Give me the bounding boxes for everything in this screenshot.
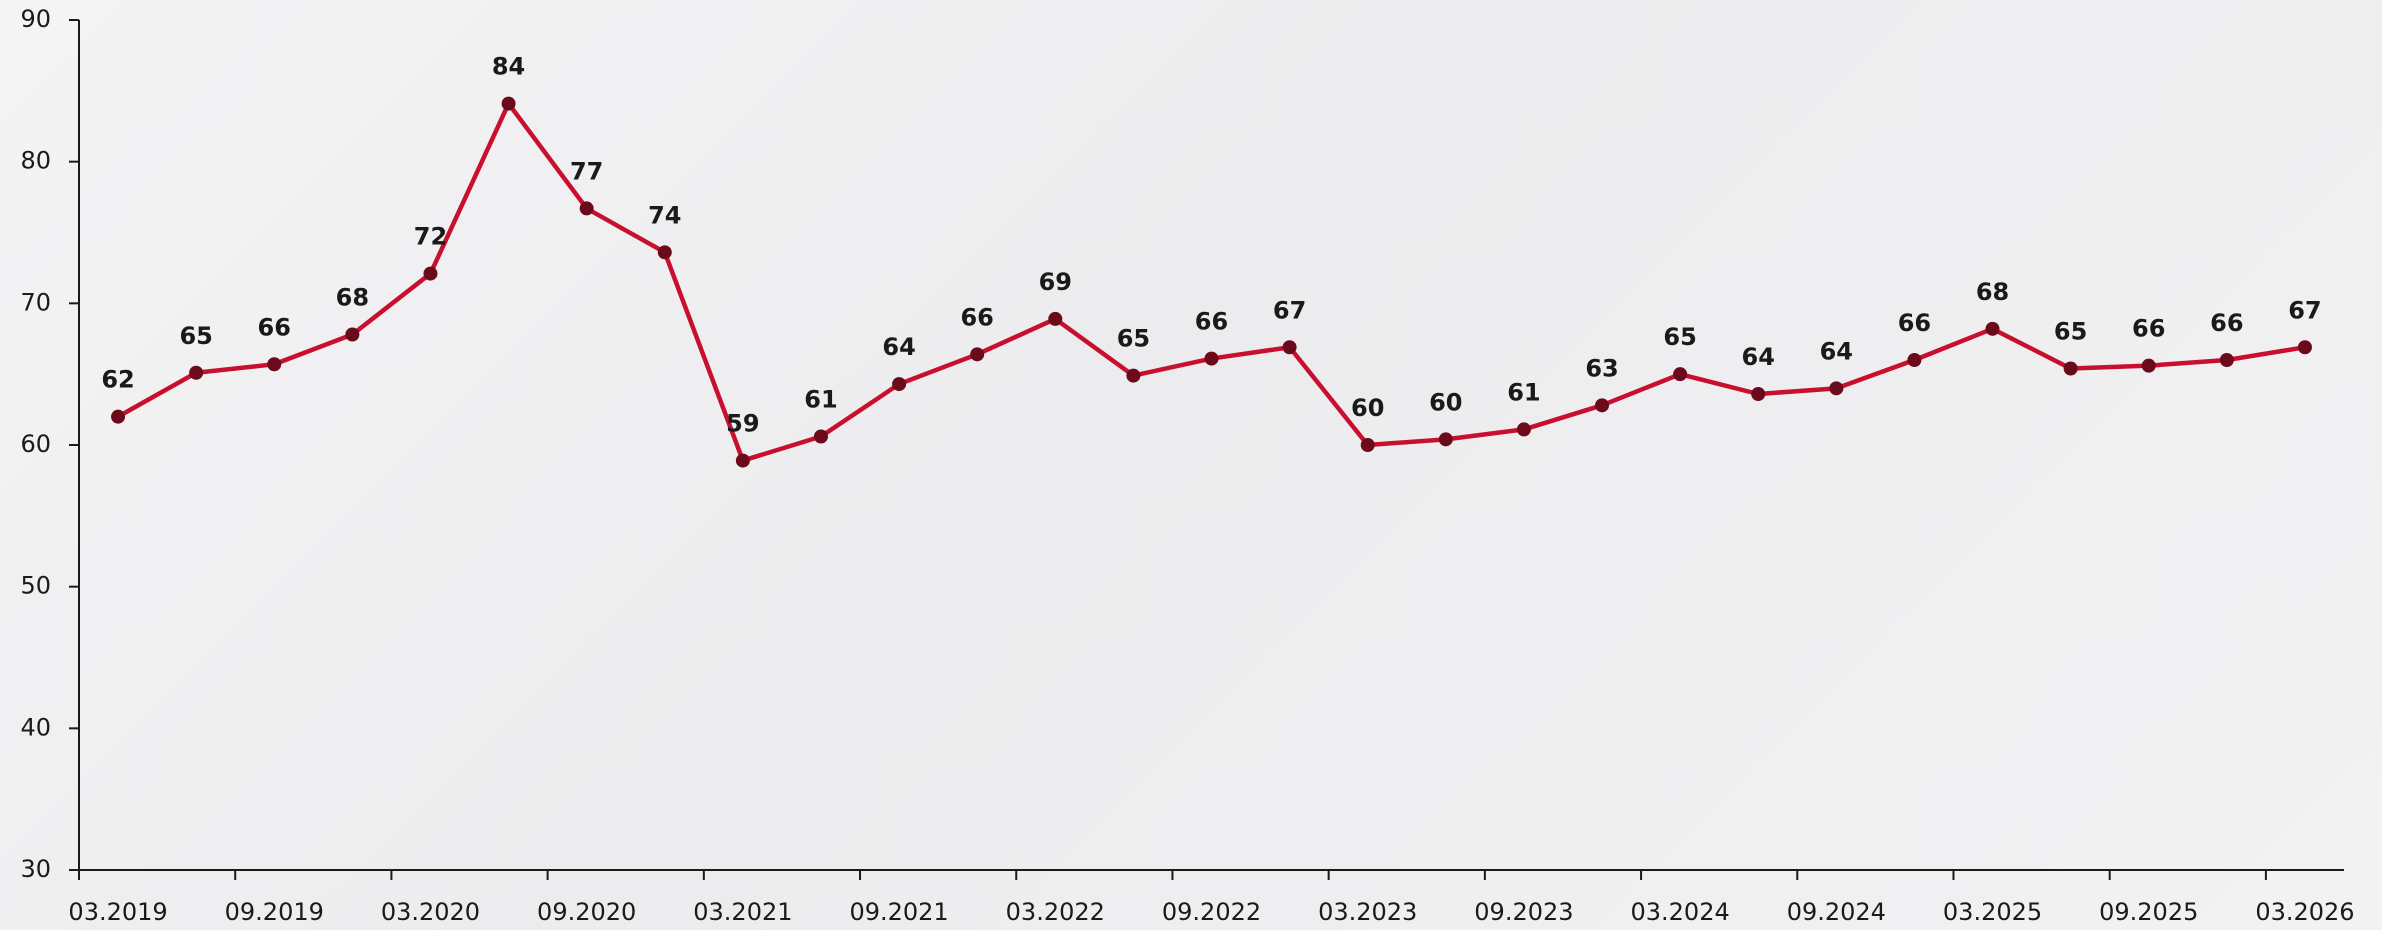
data-point	[1907, 353, 1921, 367]
data-label: 77	[570, 157, 603, 185]
data-label: 64	[1742, 343, 1775, 371]
data-label: 63	[1585, 354, 1618, 382]
x-tick-label: 03.2019	[68, 898, 167, 926]
x-tick-label: 09.2022	[1162, 898, 1261, 926]
data-point	[267, 357, 281, 371]
data-point	[1829, 381, 1843, 395]
data-label: 60	[1351, 394, 1384, 422]
data-label: 66	[1898, 309, 1931, 337]
data-point	[1126, 369, 1140, 383]
x-tick-label: 03.2022	[1006, 898, 1105, 926]
data-point	[1048, 312, 1062, 326]
data-label: 60	[1429, 388, 1462, 416]
x-tick-label: 03.2025	[1943, 898, 2042, 926]
y-tick-label: 50	[20, 572, 51, 600]
data-point	[2142, 359, 2156, 373]
data-point	[814, 430, 828, 444]
data-label: 66	[2132, 315, 2165, 343]
data-point	[892, 377, 906, 391]
data-point	[111, 410, 125, 424]
data-label: 67	[1273, 296, 1306, 324]
x-tick-label: 03.2024	[1630, 898, 1729, 926]
x-tick-label: 09.2019	[225, 898, 324, 926]
y-tick-label: 80	[20, 147, 51, 175]
data-point	[580, 201, 594, 215]
data-point	[1751, 387, 1765, 401]
x-tick-label: 09.2025	[2099, 898, 2198, 926]
data-point	[2064, 362, 2078, 376]
data-point	[189, 366, 203, 380]
data-point	[1673, 367, 1687, 381]
y-tick-label: 70	[20, 288, 51, 316]
x-tick-label: 03.2021	[693, 898, 792, 926]
data-label: 66	[960, 303, 993, 331]
data-label: 68	[1976, 278, 2009, 306]
data-label: 74	[648, 201, 681, 229]
data-point	[658, 245, 672, 259]
data-label: 65	[2054, 318, 2087, 346]
data-point	[1205, 352, 1219, 366]
data-label: 65	[1663, 323, 1696, 351]
y-tick-label: 90	[20, 5, 51, 33]
data-label: 65	[1117, 325, 1150, 353]
data-label: 66	[2210, 309, 2243, 337]
x-tick-label: 09.2021	[849, 898, 948, 926]
data-point	[736, 454, 750, 468]
data-point	[502, 97, 516, 111]
data-label: 65	[179, 322, 212, 350]
data-point	[1986, 322, 2000, 336]
data-point	[1595, 398, 1609, 412]
chart: 30 40 50 60 70 80 90 03.2019 09.2019 03.2020 09.20…	[0, 0, 2382, 930]
data-label: 64	[1820, 337, 1853, 365]
data-point	[2298, 340, 2312, 354]
data-point	[423, 267, 437, 281]
data-point	[1283, 340, 1297, 354]
data-label: 64	[882, 333, 915, 361]
x-tick-label: 03.2020	[381, 898, 480, 926]
data-label: 66	[258, 313, 291, 341]
data-label: 69	[1039, 268, 1072, 296]
data-label: 59	[726, 410, 759, 438]
y-tick-label: 40	[20, 713, 51, 741]
page: {"chart_data": {"type": "line", "categor…	[0, 0, 2382, 930]
data-point	[1439, 432, 1453, 446]
y-tick-label: 60	[20, 430, 51, 458]
data-point	[1517, 422, 1531, 436]
data-point	[970, 347, 984, 361]
x-tick-label: 09.2020	[537, 898, 636, 926]
x-tick-label: 09.2023	[1474, 898, 1573, 926]
data-label: 61	[804, 386, 837, 414]
x-tick-label: 03.2026	[2255, 898, 2354, 926]
data-label: 61	[1507, 378, 1540, 406]
data-label: 66	[1195, 308, 1228, 336]
x-tick-label: 09.2024	[1787, 898, 1886, 926]
data-label: 84	[492, 53, 525, 81]
data-label: 67	[2288, 296, 2321, 324]
data-point	[2220, 353, 2234, 367]
y-tick-label: 30	[20, 855, 51, 883]
data-label: 68	[336, 284, 369, 312]
data-label: 72	[414, 223, 447, 251]
data-label: 62	[101, 366, 134, 394]
x-tick-label: 03.2023	[1318, 898, 1417, 926]
data-point	[345, 328, 359, 342]
data-point	[1361, 438, 1375, 452]
